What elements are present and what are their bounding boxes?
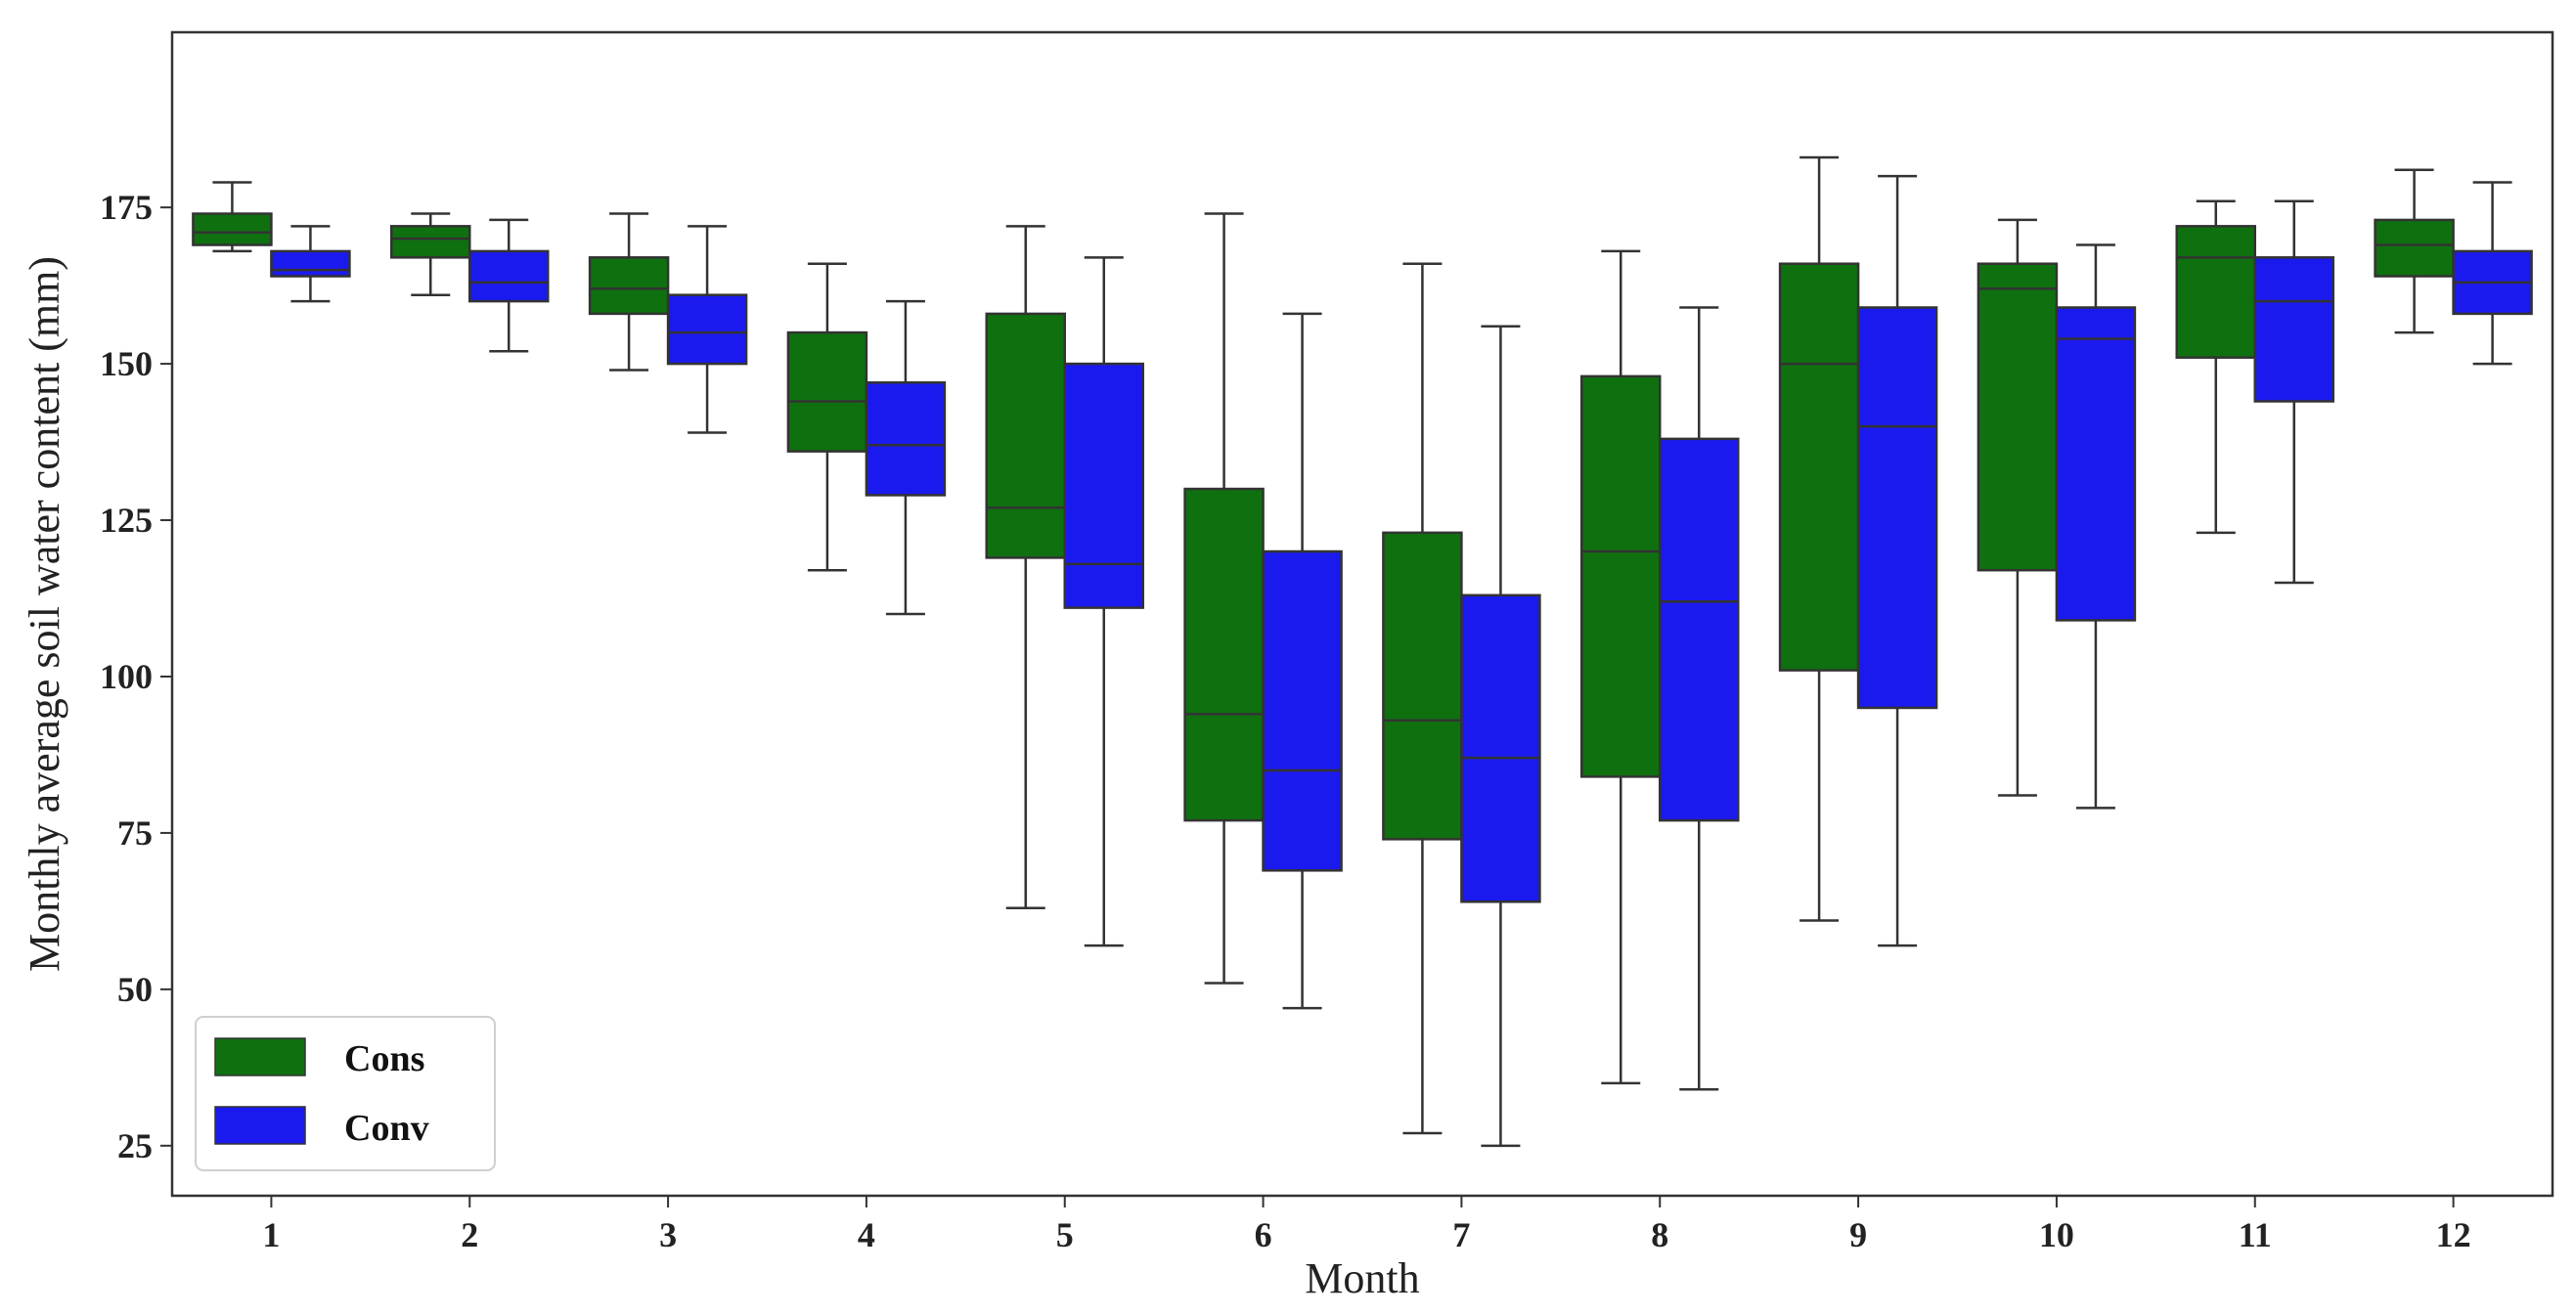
y-axis-title: Monthly average soil water content (mm) [21,256,68,972]
x-tick-label: 5 [1056,1215,1074,1254]
box-cons-month-5 [985,225,1066,909]
x-tick-label: 11 [2239,1215,2272,1254]
box-body [270,249,351,278]
legend: Cons Conv [195,1016,496,1171]
x-axis-title: Month [1305,1254,1419,1302]
y-tick-label: 150 [100,344,153,383]
x-axis: 1 2 3 4 5 6 7 8 9 10 11 12 [262,1196,2471,1254]
x-tick-label: 1 [262,1215,280,1254]
box-body [1659,437,1740,822]
box-body [2253,256,2334,403]
y-tick-label: 100 [100,657,153,696]
box-cons-month-3 [588,212,670,372]
x-tick-label: 4 [858,1215,875,1254]
box-body [1460,593,1541,903]
legend-label-cons: Cons [344,1038,424,1079]
box-body [865,381,947,497]
box-series [192,155,2533,1148]
x-tick-label: 12 [2436,1215,2471,1254]
box-conv-month-10 [2055,243,2137,810]
plot-area [170,30,2554,1198]
box-body [2175,225,2256,359]
legend-label-conv: Conv [344,1108,429,1149]
box-body [786,330,868,453]
x-tick-label: 9 [1849,1215,1867,1254]
y-tick-label: 50 [117,970,153,1009]
box-body [1976,262,2059,572]
box-body [2055,306,2137,622]
box-conv-month-3 [666,225,748,434]
box-conv-month-5 [1063,256,1144,947]
box-cons-month-11 [2175,199,2256,535]
y-tick-label: 25 [117,1126,153,1165]
box-body [1183,487,1265,822]
box-conv-month-11 [2253,199,2334,585]
x-tick-label: 3 [659,1215,677,1254]
box-body [1382,531,1463,841]
x-tick-label: 2 [461,1215,478,1254]
box-conv-month-8 [1659,306,1740,1091]
box-cons-month-10 [1976,218,2059,797]
box-conv-month-12 [2452,181,2533,366]
x-tick-label: 6 [1255,1215,1272,1254]
legend-swatch-conv [214,1106,306,1145]
box-body [2374,218,2455,278]
box-cons-month-2 [390,212,471,296]
box-conv-month-7 [1460,325,1541,1148]
x-tick-label: 8 [1651,1215,1668,1254]
box-body [588,256,670,316]
x-tick-label: 10 [2039,1215,2074,1254]
box-body [468,249,550,303]
box-body [985,312,1066,559]
box-body [192,212,273,246]
box-conv-month-4 [865,299,947,616]
box-cons-month-7 [1382,262,1463,1135]
y-axis: 25 50 75 100 125 150 175 [100,188,172,1165]
box-conv-month-9 [1856,174,1938,947]
box-cons-month-6 [1183,212,1265,985]
box-body [1580,374,1662,778]
y-tick-label: 125 [100,501,153,540]
x-tick-label: 7 [1452,1215,1470,1254]
box-body [1262,549,1343,872]
box-cons-month-12 [2374,168,2455,334]
y-tick-label: 75 [117,813,153,853]
legend-swatch-cons [214,1037,306,1076]
y-tick-label: 175 [100,188,153,227]
box-body [1778,262,1860,672]
box-conv-month-1 [270,225,351,303]
box-body [1856,306,1938,710]
box-body [390,225,471,259]
box-cons-month-4 [786,262,868,572]
box-conv-month-6 [1262,312,1343,1010]
box-cons-month-9 [1778,155,1860,922]
box-body [1063,362,1144,609]
box-body [666,293,748,366]
box-conv-month-2 [468,218,550,353]
box-cons-month-1 [192,181,273,253]
